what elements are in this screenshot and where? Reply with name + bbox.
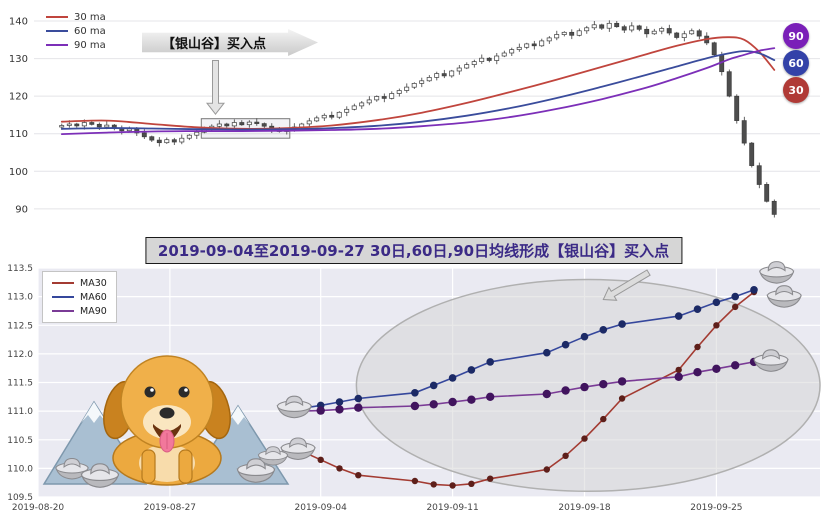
silver-ingot-icon bbox=[236, 458, 276, 483]
legend-item-ma60: MA60 bbox=[52, 290, 107, 304]
legend-item-ma60: 60 ma bbox=[46, 24, 106, 38]
ma60-badge: 60 bbox=[783, 50, 809, 76]
legend-label-ma30: 30 ma bbox=[74, 11, 106, 23]
candlesticks bbox=[59, 20, 777, 218]
chart-title: 2019-09-04至2019-09-27 30日,60日,90日均线形成【银山… bbox=[144, 237, 683, 264]
dog-illustration bbox=[42, 355, 290, 488]
svg-text:110.5: 110.5 bbox=[7, 436, 33, 446]
legend-item-ma90: 90 ma bbox=[46, 38, 106, 52]
overview-chart-panel: 90 100 110 120 130 140 30 ma 60 ma 90 ma 【银山谷… bbox=[0, 0, 827, 232]
detail-chart-legend: MA30 MA60 MA90 bbox=[42, 271, 117, 323]
ellipse-arrow bbox=[602, 269, 651, 301]
silver-ingot-icon bbox=[753, 349, 789, 372]
MA90-markers bbox=[297, 357, 759, 416]
ma30-badge: 30 bbox=[783, 77, 809, 103]
ma60-line-swatch bbox=[46, 30, 68, 32]
svg-text:110.0: 110.0 bbox=[7, 464, 33, 474]
svg-text:130: 130 bbox=[9, 54, 28, 65]
silver-ingot-icon bbox=[280, 437, 316, 461]
svg-text:113.5: 113.5 bbox=[7, 264, 33, 274]
svg-text:109.5: 109.5 bbox=[7, 493, 33, 503]
silver-ingot-icon bbox=[758, 261, 795, 284]
MA60-markers bbox=[298, 286, 758, 413]
candlestick-chart: 90 100 110 120 130 140 bbox=[9, 17, 820, 218]
legend-label-ma60: MA60 bbox=[80, 291, 107, 303]
svg-text:90: 90 bbox=[15, 204, 28, 215]
svg-text:111.0: 111.0 bbox=[7, 407, 33, 417]
svg-text:111.5: 111.5 bbox=[7, 379, 33, 389]
legend-label-ma30: MA30 bbox=[80, 277, 107, 289]
legend-item-ma90: MA90 bbox=[52, 304, 107, 318]
svg-text:140: 140 bbox=[9, 17, 28, 28]
svg-text:110: 110 bbox=[9, 129, 28, 140]
silver-ingot-icon bbox=[276, 395, 312, 419]
90-ma-line bbox=[60, 47, 776, 135]
silver-ingot-icon bbox=[55, 457, 89, 480]
svg-text:100: 100 bbox=[9, 167, 28, 178]
legend-label-ma90: 90 ma bbox=[74, 39, 106, 51]
puppy-icon bbox=[103, 355, 231, 486]
chart-legend: 30 ma 60 ma 90 ma bbox=[46, 10, 106, 52]
legend-label-ma60: 60 ma bbox=[74, 25, 106, 37]
svg-text:2019-08-20: 2019-08-20 bbox=[12, 503, 65, 513]
buy-point-arrow bbox=[205, 60, 226, 116]
svg-text:113.0: 113.0 bbox=[7, 293, 33, 303]
svg-text:2019-09-18: 2019-09-18 bbox=[558, 503, 611, 513]
buy-point-callout: 【银山谷】买入点 bbox=[142, 29, 318, 56]
silver-ingot-icon bbox=[766, 285, 802, 308]
ma30-line-swatch bbox=[46, 16, 68, 18]
legend-item-ma30: 30 ma bbox=[46, 10, 106, 24]
top-plot: 90 100 110 120 130 140 bbox=[9, 17, 820, 218]
ma90-line-swatch bbox=[46, 44, 68, 46]
legend-item-ma30: MA30 bbox=[52, 276, 107, 290]
svg-text:2019-09-25: 2019-09-25 bbox=[690, 503, 742, 513]
ma90-line-swatch bbox=[52, 310, 74, 312]
svg-text:2019-09-11: 2019-09-11 bbox=[426, 503, 478, 513]
svg-text:2019-09-04: 2019-09-04 bbox=[295, 503, 348, 513]
MA30-markers bbox=[298, 288, 758, 489]
svg-text:120: 120 bbox=[9, 92, 28, 103]
silver-ingot-icon bbox=[257, 446, 289, 466]
svg-text:112.5: 112.5 bbox=[7, 321, 33, 331]
svg-text:2019-08-27: 2019-08-27 bbox=[144, 503, 196, 513]
svg-text:112.0: 112.0 bbox=[7, 350, 33, 360]
30-ma-line bbox=[60, 36, 776, 130]
silver-ingot-icon bbox=[80, 463, 120, 488]
legend-label-ma90: MA90 bbox=[80, 305, 107, 317]
ma90-badge: 90 bbox=[783, 23, 809, 49]
ma60-line-swatch bbox=[52, 296, 74, 298]
60-ma-line bbox=[60, 50, 776, 131]
ma30-line-swatch bbox=[52, 282, 74, 284]
buy-point-callout-text: 【银山谷】买入点 bbox=[161, 37, 266, 52]
ingot-pile-icon bbox=[55, 446, 289, 488]
